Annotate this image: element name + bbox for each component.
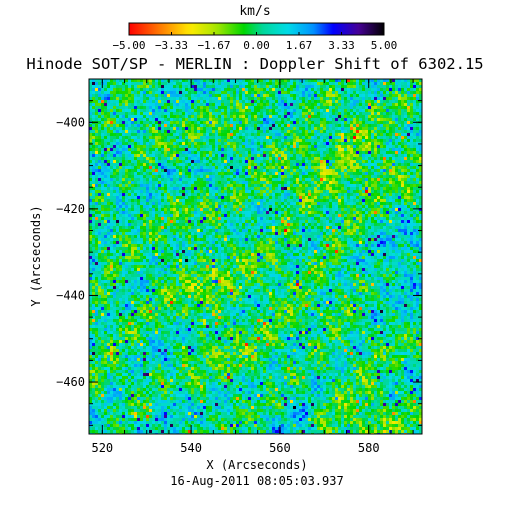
x-tick-label: 580 [358, 441, 380, 455]
colorbar-gradient [129, 23, 384, 35]
y-axis-label: Y (Arcseconds) [29, 205, 43, 307]
y-tick-label: −460 [56, 375, 85, 389]
observation-date: 16-Aug-2011 08:05:03.937 [170, 474, 344, 488]
colorbar-tick-label: 0.00 [243, 39, 270, 52]
y-tick-label: −420 [56, 202, 85, 216]
y-tick-label: −400 [56, 115, 85, 129]
plot-frame [88, 78, 423, 435]
colorbar-tick-label: 3.33 [328, 39, 355, 52]
y-tick-label: −440 [56, 288, 85, 302]
chart-title: Hinode SOT/SP - MERLIN : Doppler Shift o… [26, 55, 484, 73]
doppler-heatmap [89, 79, 422, 434]
colorbar-tick-label: −5.00 [112, 39, 146, 52]
plot-axes: 520 540 560 580 −400 −420 −440 −460 [56, 78, 423, 455]
colorbar-tick-label: 5.00 [370, 39, 398, 52]
colorbar-tick-label: −1.67 [197, 39, 231, 52]
x-axis-label: X (Arcseconds) [206, 458, 308, 472]
colorbar [128, 22, 385, 36]
x-tick-label: 520 [91, 441, 113, 455]
x-tick-label: 540 [180, 441, 202, 455]
x-tick-label: 560 [269, 441, 291, 455]
colorbar-tick-labels: −5.00 −3.33 −1.67 0.00 1.67 3.33 5.00 [0, 39, 510, 55]
colorbar-tick-label: −3.33 [154, 39, 189, 52]
colorbar-unit-label: km/s [239, 4, 271, 19]
colorbar-tick-label: 1.67 [285, 39, 313, 52]
